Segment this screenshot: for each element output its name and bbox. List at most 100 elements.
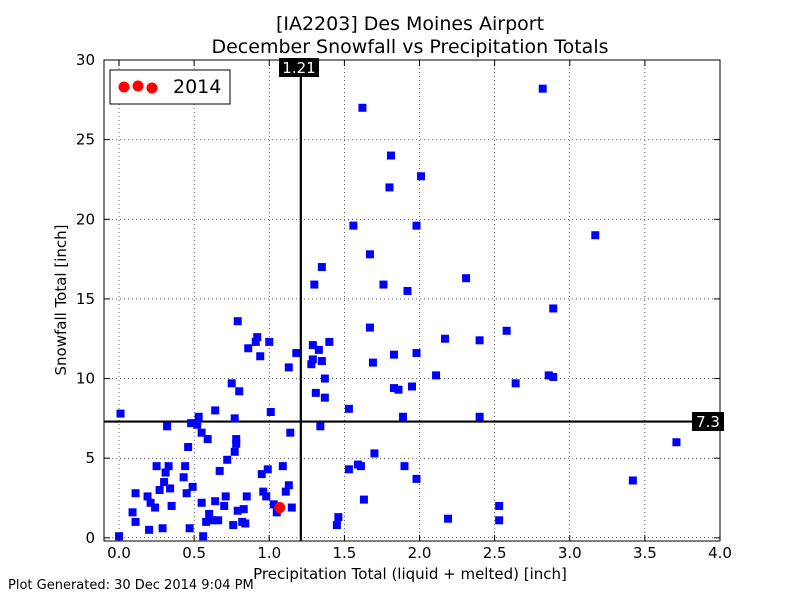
y-tick-label: 30 — [76, 51, 95, 69]
data-point — [221, 492, 230, 501]
data-point — [365, 323, 374, 332]
data-point — [235, 387, 244, 396]
legend: 2014 — [109, 69, 231, 105]
data-point — [257, 470, 266, 479]
data-point — [182, 489, 191, 498]
data-point — [187, 419, 196, 428]
data-point — [244, 344, 253, 353]
data-point — [253, 333, 262, 342]
x-tick-label: 2.5 — [483, 544, 507, 562]
data-point — [511, 379, 520, 388]
data-point — [320, 374, 329, 383]
data-point — [263, 465, 272, 474]
data-point — [269, 500, 278, 509]
data-point — [502, 326, 511, 335]
data-point — [379, 280, 388, 289]
data-point — [211, 497, 220, 506]
data-point — [403, 286, 412, 295]
data-point — [538, 84, 547, 93]
data-point — [193, 420, 202, 429]
data-point — [208, 516, 217, 525]
legend-box — [109, 69, 231, 105]
data-point — [394, 385, 403, 394]
data-point — [266, 407, 275, 416]
y-tick-label: 25 — [76, 131, 95, 149]
plot-frame — [103, 59, 721, 542]
data-point — [389, 384, 398, 393]
data-point — [145, 525, 154, 534]
data-point — [241, 519, 250, 528]
data-point — [220, 501, 229, 510]
data-point — [214, 516, 223, 525]
data-point — [359, 495, 368, 504]
data-point — [311, 388, 320, 397]
data-point — [310, 280, 319, 289]
data-point — [227, 379, 236, 388]
grid-lines — [104, 60, 720, 541]
data-point — [475, 336, 484, 345]
y-tick-label: 5 — [85, 449, 95, 467]
data-point — [408, 382, 416, 391]
data-point — [158, 524, 167, 533]
data-point — [549, 304, 558, 313]
x-tick-label: 3.0 — [558, 544, 582, 562]
data-point — [412, 349, 421, 358]
data-point — [215, 466, 224, 475]
data-point — [128, 508, 137, 517]
data-point — [444, 514, 453, 523]
data-point — [163, 422, 172, 431]
plot-generated-footer: Plot Generated: 30 Dec 2014 9:04 PM — [8, 578, 254, 593]
legend-marker — [118, 81, 130, 93]
x-tick-label: 2.0 — [408, 544, 432, 562]
data-point — [544, 371, 553, 380]
data-point — [223, 455, 232, 464]
legend-marker — [132, 80, 144, 92]
data-point — [591, 231, 600, 240]
data-point — [272, 508, 281, 517]
x-tick-label: 3.5 — [633, 544, 657, 562]
data-point — [259, 487, 268, 496]
x-tick-label: 1.0 — [257, 544, 281, 562]
y-tick-label: 20 — [76, 210, 95, 228]
data-point — [475, 412, 484, 421]
data-point — [308, 341, 317, 350]
y-tick-label: 10 — [76, 370, 95, 388]
data-point — [307, 360, 316, 369]
data-point — [385, 183, 394, 192]
data-point — [233, 506, 242, 515]
data-point — [203, 435, 212, 444]
data-point — [368, 358, 377, 367]
data-point — [286, 428, 295, 437]
data-point — [229, 521, 238, 530]
chart-subtitle: December Snowfall vs Precipitation Total… — [211, 36, 608, 58]
data-point — [284, 481, 293, 490]
data-point — [325, 337, 334, 346]
data-point — [344, 465, 353, 474]
data-point — [344, 404, 353, 413]
x-tick-label: 0.5 — [182, 544, 206, 562]
data-point — [233, 317, 242, 326]
axis-ticks: 0.0 0.5 1.0 1.5 2.0 2.5 3.0 3.5 4.0 0 5 10 15 20 25 30 — [76, 51, 732, 562]
data-point — [202, 517, 211, 526]
data-point — [194, 412, 203, 421]
data-point — [549, 372, 558, 381]
data-point — [143, 492, 152, 501]
data-point-2014 — [274, 502, 286, 514]
mean-y-label: 7.3 — [696, 413, 720, 431]
data-point — [184, 443, 193, 452]
data-point — [441, 334, 450, 343]
data-point — [334, 513, 343, 522]
data-point — [116, 409, 125, 418]
data-point — [398, 412, 407, 421]
y-axis-label: Snowfall Total [inch] — [52, 225, 70, 376]
data-point — [242, 492, 251, 501]
data-point — [628, 476, 637, 485]
data-point — [417, 172, 426, 181]
data-point — [131, 489, 140, 498]
data-point — [316, 422, 325, 431]
mean-x-label-box — [279, 58, 319, 77]
data-point — [211, 406, 220, 415]
data-point — [672, 438, 681, 447]
data-point — [167, 501, 176, 510]
